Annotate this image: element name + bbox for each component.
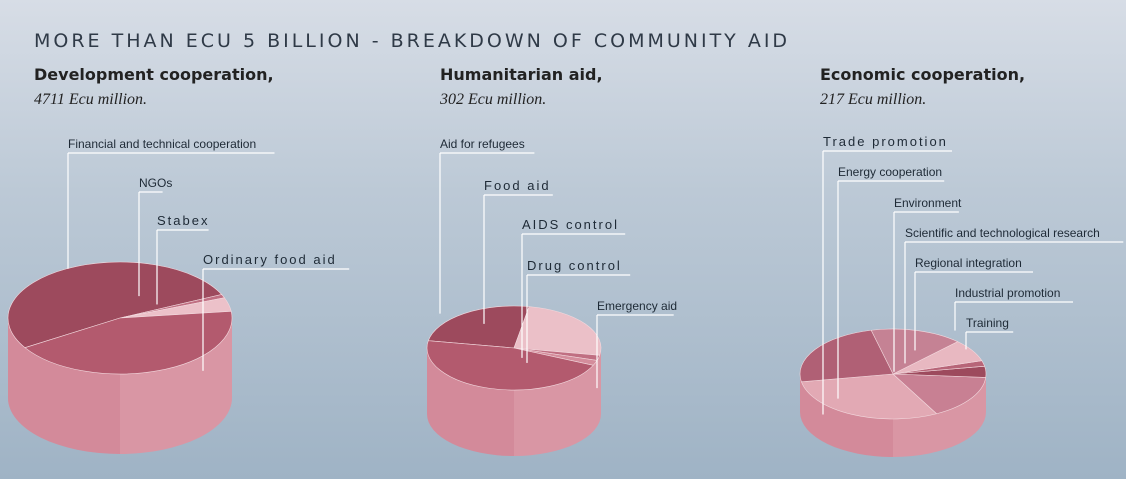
pie-slice xyxy=(800,373,938,420)
slice-label: NGOs xyxy=(139,176,172,190)
pie-chart-3: Trade promotion Energy cooperation Environ… xyxy=(799,134,1124,457)
pie-slice xyxy=(24,311,233,375)
slice-label: Drug control xyxy=(527,258,622,273)
section-title-economic: Economic cooperation, xyxy=(820,65,1026,84)
slice-label: Environment xyxy=(894,196,962,210)
pie-chart-2: Aid for refugees Food aid AIDS control Drug… xyxy=(426,137,677,456)
slice-label: Trade promotion xyxy=(823,134,948,149)
section-title-development: Development cooperation, xyxy=(34,65,274,84)
main-title: MORE THAN ECU 5 BILLION - BREAKDOWN OF C… xyxy=(34,30,791,52)
slice-label: Financial and technical cooperation xyxy=(68,137,256,151)
pie-side-shade xyxy=(8,318,120,454)
section-subtitle-development: 4711 Ecu million. xyxy=(34,91,148,108)
slice-label: Regional integration xyxy=(915,256,1022,270)
slice-label: Stabex xyxy=(157,213,209,228)
pie-side xyxy=(427,348,601,456)
section-subtitle-humanitarian: 302 Ecu million. xyxy=(440,91,547,108)
slice-label: Industrial promotion xyxy=(955,286,1060,300)
pie-chart-1: Financial and technical cooperation NGOs S… xyxy=(7,137,350,454)
pie-slice xyxy=(513,306,602,356)
pie-side-shade xyxy=(427,348,514,456)
pie-side xyxy=(8,318,232,454)
pie-slice xyxy=(870,328,959,375)
section-title-humanitarian: Humanitarian aid, xyxy=(440,65,603,84)
pie-slice xyxy=(892,373,987,415)
slice-label: Emergency aid xyxy=(597,299,677,313)
slice-label: Food aid xyxy=(484,178,551,193)
section-subtitle-economic: 217 Ecu million. xyxy=(820,91,927,108)
slice-label: Energy cooperation xyxy=(838,165,942,179)
pie-slice xyxy=(427,305,530,349)
slice-label: Scientific and technological research xyxy=(905,226,1100,240)
slice-label: Ordinary food aid xyxy=(203,252,337,267)
pie-slice xyxy=(7,261,223,349)
pie-side xyxy=(800,374,986,457)
slice-label: AIDS control xyxy=(522,217,619,232)
slice-label: Aid for refugees xyxy=(440,137,525,151)
pie-side-shade xyxy=(800,374,893,457)
pie-slice xyxy=(426,340,594,391)
slice-label: Training xyxy=(966,316,1009,330)
